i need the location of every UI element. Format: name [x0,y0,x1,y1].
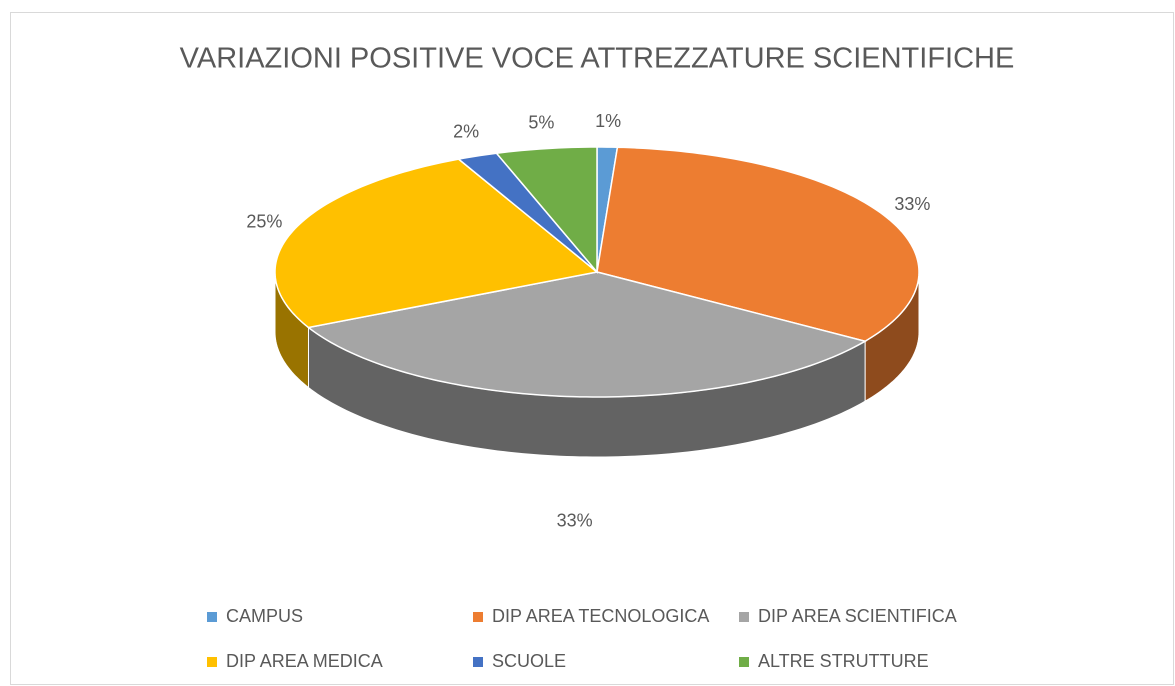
slice [274,158,599,329]
legend-label: DIP AREA TECNOLOGICA [492,606,709,626]
legend-label: CAMPUS [226,606,303,626]
legend-label: SCUOLE [492,651,566,671]
legend-swatch [473,612,483,622]
data-label: 5% [528,113,554,133]
data-label: 1% [595,111,621,131]
legend-swatch [207,657,217,667]
legend-label: DIP AREA MEDICA [226,651,383,671]
slice [306,271,868,398]
legend-swatch [739,612,749,622]
data-label: 2% [453,121,479,141]
chart-title: VARIAZIONI POSITIVE VOCE ATTREZZATURE SC… [180,43,1015,75]
data-label: 33% [894,194,930,214]
legend-swatch [473,657,483,667]
data-label: 25% [246,212,282,232]
legend-swatch [207,612,217,622]
legend-swatch [739,657,749,667]
legend-label: ALTRE STRUTTURE [758,651,929,671]
slice [495,146,598,275]
chart-border [10,12,1174,685]
data-label: 33% [557,510,593,530]
legend-label: DIP AREA SCIENTIFICA [758,606,957,626]
slice [456,152,598,273]
